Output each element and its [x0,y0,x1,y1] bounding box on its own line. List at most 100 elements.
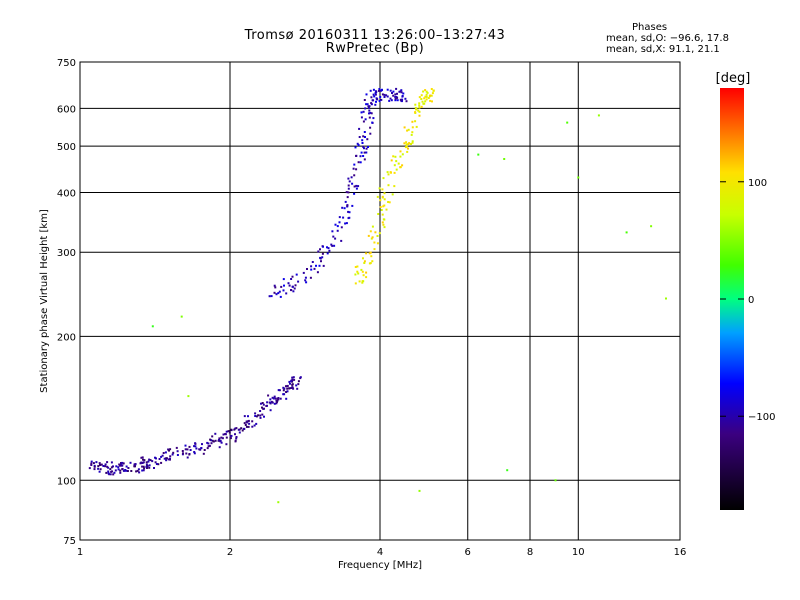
data-point [202,452,205,455]
data-point [377,213,380,215]
data-point [182,452,184,455]
chart-title-line1: Tromsø 20160311 13:26:00–13:27:43 [244,28,506,43]
data-point [93,468,96,471]
data-point [290,289,293,292]
data-point [114,469,117,472]
data-point [376,195,379,198]
data-point [225,443,228,446]
data-point [120,464,123,467]
data-point [336,225,339,228]
data-point [275,402,278,405]
data-point [162,452,165,454]
data-point [230,428,233,431]
data-point [414,111,417,114]
data-point [367,234,370,237]
data-point [358,280,361,283]
data-point [286,390,289,393]
data-point [377,89,380,92]
data-point [133,463,136,466]
data-point [364,118,367,121]
data-point [254,415,257,417]
data-point [234,440,237,443]
data-point [167,448,170,451]
data-point [365,276,368,279]
data-point [379,206,382,208]
data-point [403,142,406,145]
data-point [289,382,291,385]
data-point [269,409,272,412]
data-point [210,442,213,445]
data-point [90,462,93,465]
data-point [277,389,280,392]
data-point [292,376,295,379]
data-point [224,433,227,436]
data-point [361,139,364,142]
data-point [394,99,397,102]
data-point [145,465,148,468]
y-tick-label: 300 [57,248,76,259]
data-point [125,465,128,468]
data-point [104,465,107,468]
data-point [194,445,197,448]
data-point [145,463,148,466]
data-point [148,466,151,469]
data-point [373,248,376,251]
data-point [243,422,246,425]
data-point [247,419,250,422]
data-point [109,468,112,471]
data-point [429,99,432,102]
data-point [229,435,232,438]
data-point [273,395,276,398]
data-point [143,467,146,470]
data-point [382,223,385,226]
data-point [357,185,360,188]
data-point [260,402,262,405]
data-point [209,438,212,441]
data-point [276,397,279,400]
data-point [161,454,164,457]
y-axis-label: Stationary phase Virtual Height [km] [39,209,50,393]
data-point [398,90,401,93]
data-point [273,284,276,287]
data-point [429,94,432,97]
data-point [390,99,393,102]
data-point [171,453,174,456]
data-point [370,96,373,99]
data-point [218,446,221,449]
data-point [387,201,390,203]
data-point [176,450,179,453]
data-point [327,247,330,250]
data-point [399,150,402,153]
data-point [363,262,366,264]
data-point [363,99,366,101]
data-point [406,129,409,132]
data-point [389,171,392,174]
data-point [373,241,376,244]
chart-title-line2: RwPretec (Bp) [325,41,425,56]
data-point [140,461,143,464]
data-point [221,437,224,440]
data-point [393,185,396,188]
data-point [410,133,413,136]
data-point [198,448,201,451]
data-point [368,116,371,119]
data-point [381,93,384,96]
data-point [280,285,283,288]
data-point [391,193,394,196]
data-point [346,196,349,199]
data-point [278,389,281,392]
data-point [270,400,273,403]
data-point [291,285,294,288]
data-point [404,146,407,149]
data-point [90,460,93,463]
y-tick-label: 200 [57,332,76,343]
data-point [313,267,316,270]
data-point [142,469,145,472]
data-point [311,261,314,263]
data-point [401,164,404,167]
data-point [322,264,325,267]
data-point [155,463,158,465]
data-point [206,447,209,450]
data-point [369,111,372,114]
